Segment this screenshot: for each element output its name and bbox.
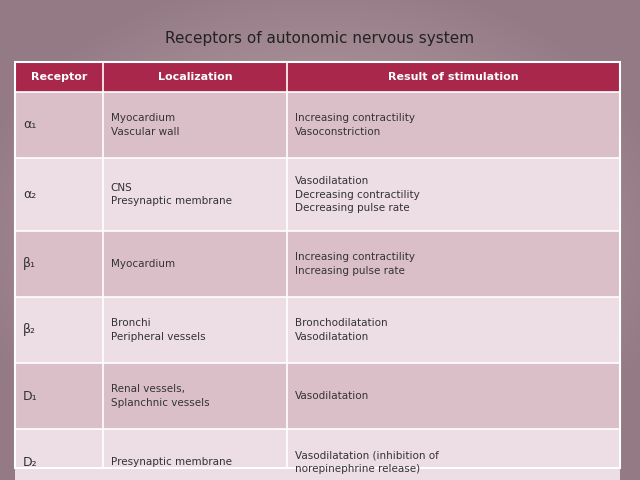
Text: Receptor: Receptor: [31, 72, 87, 82]
Text: D₂: D₂: [23, 456, 38, 468]
Bar: [103, 92, 287, 158]
Bar: [287, 363, 620, 429]
Bar: [103, 62, 287, 92]
Text: β₂: β₂: [23, 324, 36, 336]
Text: Receptors of autonomic nervous system: Receptors of autonomic nervous system: [165, 31, 475, 46]
Bar: [103, 231, 287, 297]
Bar: [287, 158, 620, 231]
Text: β₁: β₁: [23, 257, 36, 271]
Bar: [15, 231, 103, 297]
Text: Bronchi
Peripheral vessels: Bronchi Peripheral vessels: [111, 318, 205, 342]
Bar: [15, 429, 103, 480]
Text: D₁: D₁: [23, 389, 38, 403]
Text: α₁: α₁: [23, 119, 36, 132]
Bar: [287, 429, 620, 480]
Text: Vasodilatation: Vasodilatation: [295, 391, 369, 401]
Text: Bronchodilatation
Vasodilatation: Bronchodilatation Vasodilatation: [295, 318, 388, 342]
Text: Increasing contractility
Vasoconstriction: Increasing contractility Vasoconstrictio…: [295, 113, 415, 137]
Text: Renal vessels,
Splanchnic vessels: Renal vessels, Splanchnic vessels: [111, 384, 209, 408]
Text: Increasing contractility
Increasing pulse rate: Increasing contractility Increasing puls…: [295, 252, 415, 276]
Text: Myocardium: Myocardium: [111, 259, 175, 269]
Bar: [15, 62, 620, 468]
Bar: [15, 92, 103, 158]
Bar: [15, 363, 103, 429]
Text: Myocardium
Vascular wall: Myocardium Vascular wall: [111, 113, 179, 137]
Bar: [15, 297, 103, 363]
Text: α₂: α₂: [23, 188, 36, 201]
Bar: [287, 297, 620, 363]
Bar: [287, 231, 620, 297]
Bar: [287, 62, 620, 92]
Bar: [103, 158, 287, 231]
Bar: [15, 158, 103, 231]
Text: Localization: Localization: [157, 72, 232, 82]
Bar: [103, 429, 287, 480]
Text: Vasodilatation (inhibition of
norepinephrine release): Vasodilatation (inhibition of norepineph…: [295, 450, 439, 474]
Text: Vasodilatation
Decreasing contractility
Decreasing pulse rate: Vasodilatation Decreasing contractility …: [295, 176, 420, 213]
Bar: [15, 62, 103, 92]
Text: Result of stimulation: Result of stimulation: [388, 72, 519, 82]
Text: Presynaptic membrane: Presynaptic membrane: [111, 457, 232, 467]
Bar: [103, 297, 287, 363]
Bar: [103, 363, 287, 429]
Bar: [287, 92, 620, 158]
Text: CNS
Presynaptic membrane: CNS Presynaptic membrane: [111, 183, 232, 206]
